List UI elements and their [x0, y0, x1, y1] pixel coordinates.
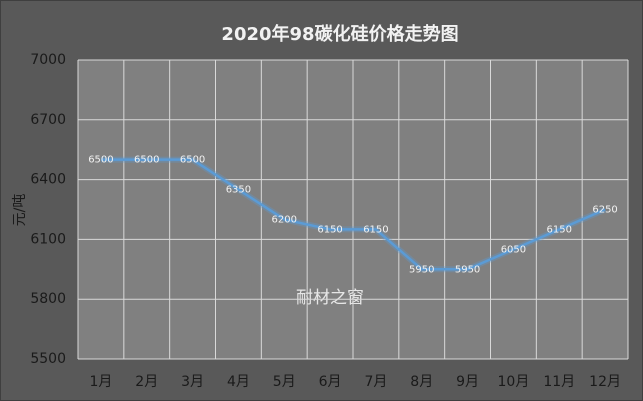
y-axis-label: 元/吨 [12, 194, 28, 227]
y-tick-label: 6100 [30, 231, 66, 247]
x-tick-label: 12月 [589, 374, 621, 390]
x-tick-label: 2月 [135, 374, 158, 390]
x-tick-label: 11月 [543, 374, 575, 390]
data-label: 6250 [592, 205, 617, 216]
y-tick-label: 7000 [30, 52, 66, 68]
watermark: 耐材之窗 [296, 288, 364, 308]
y-tick-label: 6400 [30, 172, 66, 188]
x-tick-label: 5月 [273, 374, 296, 390]
x-tick-label: 8月 [410, 374, 433, 390]
data-label: 5950 [455, 264, 480, 275]
x-tick-label: 6月 [319, 374, 342, 390]
data-label: 6200 [272, 214, 297, 225]
data-label: 6150 [317, 224, 342, 235]
data-label: 5950 [409, 264, 434, 275]
data-label: 6150 [547, 224, 572, 235]
x-tick-label: 3月 [181, 374, 204, 390]
x-tick-label: 9月 [456, 374, 479, 390]
data-label: 6500 [180, 155, 205, 166]
y-tick-label: 5500 [30, 351, 66, 367]
data-label: 6050 [501, 244, 526, 255]
x-tick-label: 1月 [89, 374, 112, 390]
data-label: 6500 [88, 155, 113, 166]
y-tick-label: 5800 [30, 291, 66, 307]
x-tick-label: 7月 [364, 374, 387, 390]
line [100, 158, 606, 271]
y-tick-label: 6700 [30, 112, 66, 128]
data-label: 6350 [226, 185, 251, 196]
data-label: 6150 [363, 224, 388, 235]
x-tick-label: 10月 [498, 374, 530, 390]
x-tick-label: 4月 [227, 374, 250, 390]
chart-title: 2020年98碳化硅价格走势图 [221, 23, 458, 45]
data-label: 6500 [134, 155, 159, 166]
